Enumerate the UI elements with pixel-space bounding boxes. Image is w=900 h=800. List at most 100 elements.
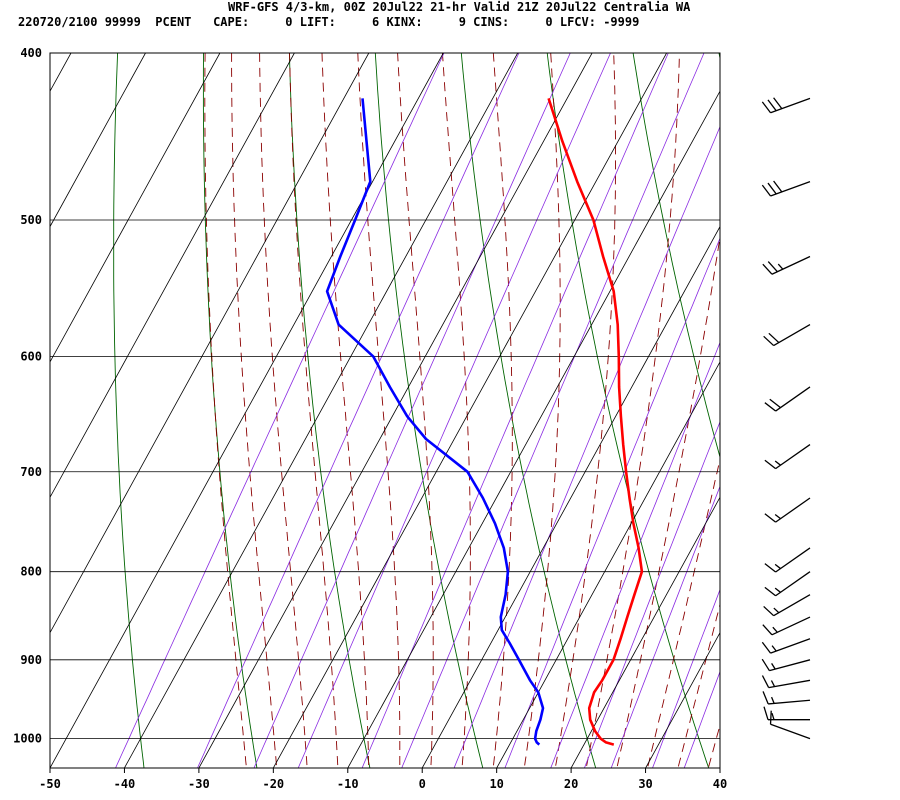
x-tick-label: 0 <box>419 777 426 791</box>
isotherm-line <box>645 631 720 768</box>
barb-half-feather <box>770 680 776 687</box>
moist-adiabat-line <box>707 723 720 768</box>
moist-adiabat-line <box>204 53 247 768</box>
barb-feather <box>764 459 776 470</box>
barb-shaft <box>775 444 811 470</box>
barb-shaft <box>770 638 811 654</box>
wind-barb <box>763 706 810 721</box>
barb-feather <box>769 710 772 725</box>
barb-feather <box>764 513 776 523</box>
mixing-ratio-line <box>504 237 720 768</box>
barb-shaft <box>775 547 811 573</box>
x-tick-label: -50 <box>39 777 61 791</box>
isotherm-line <box>50 53 221 363</box>
moist-adiabat-line <box>259 53 308 768</box>
barb-half-feather <box>773 607 780 614</box>
dewpoint-line <box>325 98 545 746</box>
barb-feather <box>762 691 769 705</box>
x-tick-label: -20 <box>262 777 284 791</box>
barb-feather <box>763 605 775 617</box>
barb-feather <box>761 101 772 114</box>
barb-half-feather <box>771 645 777 652</box>
barb-half-feather <box>774 460 781 466</box>
mixing-ratio-line <box>583 420 720 768</box>
barb-shaft <box>771 616 811 636</box>
isotherm-line <box>50 53 444 768</box>
barb-feather <box>764 586 776 597</box>
isotherm-line <box>198 53 593 768</box>
barb-shaft <box>768 679 811 689</box>
barb-shaft <box>775 571 811 597</box>
barb-feather <box>763 706 769 720</box>
barb-half-feather <box>774 513 781 520</box>
wind-barb <box>761 675 811 689</box>
isotherm-line <box>347 90 720 768</box>
barb-feather <box>769 398 781 409</box>
wind-barb <box>761 97 811 114</box>
wind-barb <box>764 444 811 470</box>
stability-indices: 220720/2100 99999 PCENT CAPE: 0 LIFT: 6 … <box>18 15 640 29</box>
temperature-line <box>547 98 644 746</box>
barb-shaft <box>775 386 811 412</box>
barb-feather <box>767 99 777 112</box>
y-tick-label: 1000 <box>13 732 42 746</box>
barb-half-feather <box>771 713 775 720</box>
wind-barbs <box>761 97 811 740</box>
x-tick-label: 20 <box>564 777 578 791</box>
wind-barb <box>764 386 811 412</box>
barb-feather <box>773 180 783 193</box>
dry-adiabat-line <box>113 53 145 768</box>
barb-feather <box>762 624 773 636</box>
wind-barb <box>764 497 811 523</box>
wind-barb <box>762 616 811 636</box>
y-tick-label: 500 <box>20 213 42 227</box>
wind-barb <box>761 180 811 197</box>
barb-feather <box>767 182 777 195</box>
barb-shaft <box>770 180 811 197</box>
barb-feather <box>763 335 775 347</box>
dry-adiabat-line <box>202 53 258 768</box>
mixing-ratio-line <box>115 53 445 768</box>
moist-adiabat-line <box>554 53 616 768</box>
barb-feather <box>761 641 772 654</box>
y-tick-label: 800 <box>20 565 42 579</box>
x-tick-label: 10 <box>489 777 503 791</box>
isotherm-line <box>50 53 146 228</box>
wind-barb <box>769 710 811 740</box>
y-tick-label: 400 <box>20 46 42 60</box>
wind-barb <box>763 323 811 347</box>
dry-adiabat-line <box>764 0 900 800</box>
barb-shaft <box>770 97 811 114</box>
wind-barb <box>762 691 811 705</box>
dry-adiabat-line <box>460 53 597 768</box>
barb-feather <box>767 261 778 273</box>
profile-series <box>325 98 644 746</box>
x-tick-label: -40 <box>114 777 136 791</box>
barb-half-feather <box>774 563 781 570</box>
y-tick-label: 900 <box>20 653 42 667</box>
wind-barb <box>762 255 811 275</box>
moist-adiabat-line <box>585 53 680 768</box>
barb-shaft <box>770 723 811 740</box>
moist-adiabat-line <box>357 53 401 768</box>
barb-half-feather <box>777 263 784 270</box>
y-tick-label: 600 <box>20 349 42 363</box>
barb-feather <box>762 263 773 275</box>
isotherm-line <box>570 496 720 768</box>
barb-feather <box>761 184 772 197</box>
dry-adiabat-line <box>632 53 720 459</box>
barb-feather <box>764 402 776 412</box>
wind-barb <box>761 638 811 654</box>
isotherm-line <box>124 53 519 768</box>
barb-shaft <box>775 497 811 523</box>
barb-shaft <box>771 255 811 275</box>
wind-barb <box>764 547 811 573</box>
barb-shaft <box>768 699 811 705</box>
isotherm-line <box>421 225 720 768</box>
x-tick-label: 30 <box>638 777 652 791</box>
wind-barb <box>761 658 811 672</box>
barb-feather <box>773 97 783 110</box>
barb-half-feather <box>772 626 778 633</box>
